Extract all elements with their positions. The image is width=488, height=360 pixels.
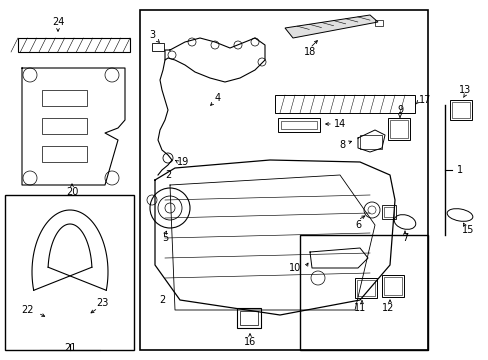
Text: 3: 3	[149, 30, 155, 40]
Text: 18: 18	[303, 47, 315, 57]
Polygon shape	[285, 15, 377, 38]
Bar	[5, 195, 134, 350]
Bar	[281, 121, 316, 129]
Bar	[389, 120, 407, 138]
Bar	[140, 10, 427, 350]
Bar	[383, 277, 401, 295]
Bar	[42, 90, 87, 106]
Bar	[42, 146, 87, 162]
Text: 13: 13	[458, 85, 470, 95]
Text: 16: 16	[244, 337, 256, 347]
Text: 24: 24	[52, 17, 64, 27]
Text: 11: 11	[353, 303, 366, 313]
Text: 1: 1	[456, 165, 462, 175]
Text: 5: 5	[162, 233, 168, 243]
Bar	[354, 278, 376, 298]
Bar	[274, 95, 414, 113]
Text: 10: 10	[288, 263, 301, 273]
Bar	[356, 280, 374, 296]
Bar	[240, 311, 258, 325]
Text: 22: 22	[21, 305, 34, 315]
Text: 12: 12	[381, 303, 393, 313]
Text: 6: 6	[354, 220, 360, 230]
Text: 7: 7	[401, 233, 407, 243]
Text: 2: 2	[164, 170, 171, 180]
Bar	[451, 102, 469, 118]
Text: 4: 4	[215, 93, 221, 103]
Text: 23: 23	[96, 298, 108, 308]
Bar	[237, 308, 261, 328]
Text: 20: 20	[66, 187, 78, 197]
Text: 17: 17	[418, 95, 430, 105]
Bar	[299, 235, 427, 350]
Bar	[449, 100, 471, 120]
Text: 2: 2	[159, 295, 165, 305]
Text: 14: 14	[333, 119, 346, 129]
Text: 15: 15	[461, 225, 473, 235]
Bar	[18, 38, 130, 52]
Text: 21: 21	[63, 343, 76, 353]
Bar	[374, 20, 382, 26]
Bar	[278, 118, 319, 132]
Bar	[387, 118, 409, 140]
Bar	[359, 135, 381, 149]
Bar	[152, 43, 163, 51]
Bar	[381, 205, 395, 219]
Text: 8: 8	[338, 140, 345, 150]
Bar	[42, 118, 87, 134]
Text: 9: 9	[396, 105, 402, 115]
Bar	[383, 207, 393, 217]
Text: 19: 19	[177, 157, 189, 167]
Bar	[381, 275, 403, 297]
